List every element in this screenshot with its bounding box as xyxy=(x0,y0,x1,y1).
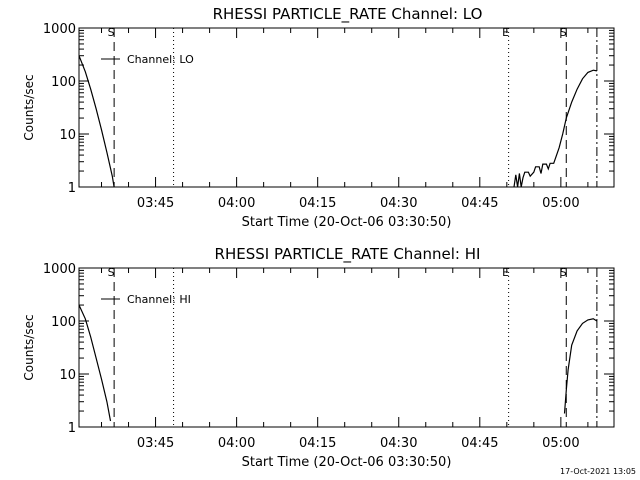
event-marker-label: S xyxy=(560,26,567,39)
x-tick-label: 03:45 xyxy=(137,196,174,211)
x-tick-label: 04:45 xyxy=(461,196,498,211)
footer-timestamp: 17-Oct-2021 13:05 xyxy=(560,467,636,476)
chart-title: RHESSI PARTICLE_RATE Channel: HI xyxy=(215,245,481,264)
y-tick-label: 10 xyxy=(59,128,76,143)
chart-legend: Channel: HI xyxy=(101,293,191,306)
y-tick-label: 1 xyxy=(68,421,76,436)
y-axis-label: Counts/sec xyxy=(22,314,36,380)
y-tick-label: 10 xyxy=(59,368,76,383)
x-tick-label: 04:00 xyxy=(218,196,255,211)
x-axis-label: Start Time (20-Oct-06 03:30:50) xyxy=(242,215,452,230)
legend-label: Channel: LO xyxy=(127,53,194,66)
series-line xyxy=(513,69,598,188)
chart-panel-lo: RHESSI PARTICLE_RATE Channel: LO Start T… xyxy=(22,5,615,230)
x-tick-label: 05:00 xyxy=(542,436,579,451)
y-tick-label: 100 xyxy=(51,75,76,90)
x-tick-label: 04:00 xyxy=(218,436,255,451)
event-marker-label: S xyxy=(108,266,115,279)
y-tick-label: 1000 xyxy=(43,262,76,277)
plot-frame xyxy=(78,27,615,188)
series-line xyxy=(563,318,598,414)
y-tick-label: 1 xyxy=(68,181,76,196)
x-tick-label: 04:15 xyxy=(299,436,336,451)
series-line xyxy=(78,55,115,188)
x-axis-label: Start Time (20-Oct-06 03:30:50) xyxy=(242,455,452,470)
x-tick-label: 04:45 xyxy=(461,436,498,451)
y-axis-label: Counts/sec xyxy=(22,74,36,140)
x-tick-label: 04:15 xyxy=(299,196,336,211)
chart-title: RHESSI PARTICLE_RATE Channel: LO xyxy=(213,5,483,24)
x-tick-label: 04:30 xyxy=(380,436,417,451)
series-line xyxy=(78,304,112,422)
y-tick-label: 100 xyxy=(51,315,76,330)
legend-label: Channel: HI xyxy=(127,293,191,306)
chart-panel-hi: RHESSI PARTICLE_RATE Channel: HI Start T… xyxy=(22,245,615,470)
y-tick-label: 1000 xyxy=(43,22,76,37)
x-tick-label: 03:45 xyxy=(137,436,174,451)
event-marker-label: E xyxy=(502,26,509,39)
event-marker-label: S xyxy=(108,26,115,39)
event-marker-label: E xyxy=(502,266,509,279)
x-tick-label: 05:00 xyxy=(542,196,579,211)
chart-legend: Channel: LO xyxy=(101,53,194,66)
plot-frame xyxy=(78,267,615,428)
x-tick-label: 04:30 xyxy=(380,196,417,211)
event-marker-label: S xyxy=(560,266,567,279)
